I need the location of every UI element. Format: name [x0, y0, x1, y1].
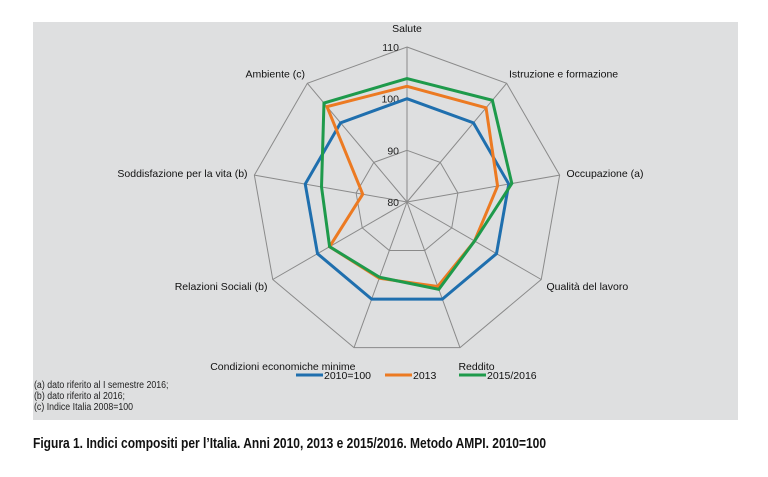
figure-caption: Figura 1. Indici compositi per l’Italia.… — [33, 435, 546, 452]
axis-label: Occupazione (a) — [566, 168, 643, 180]
series-line-1 — [324, 84, 500, 289]
axis-label: Reddito — [458, 361, 494, 373]
axis-label: Condizioni economiche minime — [210, 361, 355, 373]
tick-label: 110 — [382, 42, 399, 54]
footnote-b: (b) dato riferito al 2016; — [34, 391, 125, 402]
axis-label: Ambiente (c) — [245, 68, 305, 80]
axis-line — [406, 201, 461, 348]
legend-label-1: 2013 — [413, 370, 437, 382]
footnote-c: (c) Indice Italia 2008=100 — [34, 402, 134, 413]
legend-label-0: 2010=100 — [324, 370, 371, 382]
grid-ring — [355, 149, 459, 252]
footnotes: (a) dato riferito al I semestre 2016; (b… — [34, 380, 169, 413]
axis-label: Soddisfazione per la vita (b) — [117, 168, 247, 180]
axis-label: Salute — [392, 23, 422, 35]
chart-panel — [33, 22, 738, 420]
axis-label: Relazioni Sociali (b) — [175, 281, 268, 293]
tick-label: 90 — [387, 145, 399, 157]
tick-label: 80 — [387, 197, 399, 209]
legend-label-2: 2015/2016 — [487, 370, 537, 382]
axis-label: Qualità del lavoro — [546, 281, 628, 293]
axis-line — [406, 174, 560, 203]
axis-line — [353, 201, 408, 348]
axis-label: Istruzione e formazione — [509, 68, 618, 80]
grid-ring — [253, 46, 561, 349]
axis-line — [272, 201, 408, 280]
footnote-a: (a) dato riferito al I semestre 2016; — [34, 380, 169, 391]
series-line-2 — [320, 76, 514, 292]
axis-line — [406, 82, 508, 203]
axis-line — [254, 174, 408, 203]
